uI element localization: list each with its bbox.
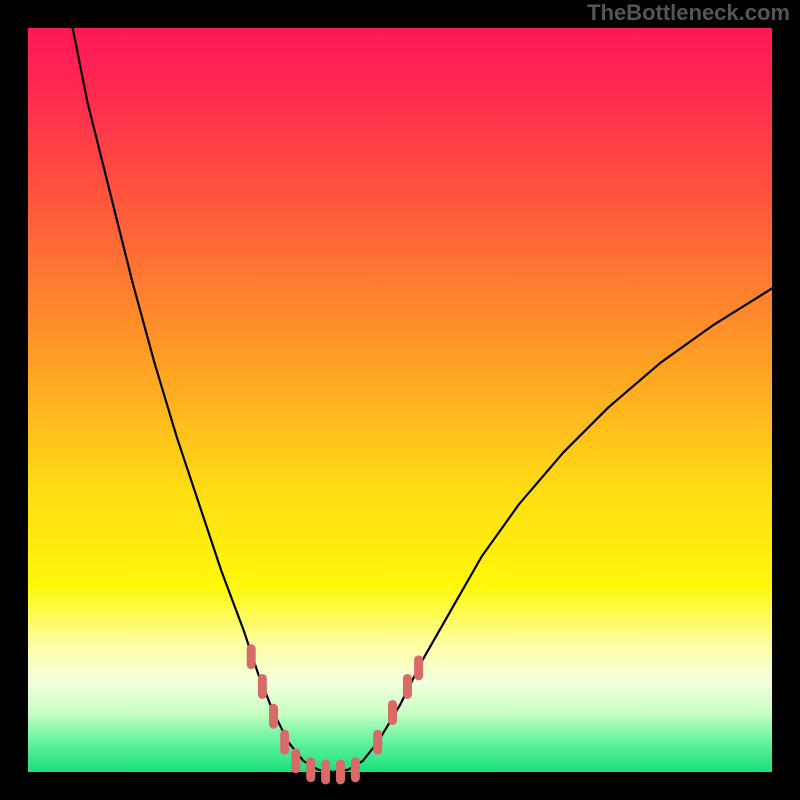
- gradient-background: [28, 28, 772, 772]
- marker-left-4: [292, 749, 300, 773]
- marker-left-1: [258, 674, 266, 698]
- watermark-text: TheBottleneck.com: [587, 0, 790, 26]
- marker-left-8: [351, 758, 359, 782]
- marker-right-2: [403, 674, 411, 698]
- marker-right-1: [389, 700, 397, 724]
- marker-right-3: [415, 656, 423, 680]
- marker-left-2: [270, 704, 278, 728]
- marker-left-0: [247, 645, 255, 669]
- chart-svg: [0, 0, 800, 800]
- marker-left-3: [281, 730, 289, 754]
- marker-left-6: [322, 760, 330, 784]
- marker-left-7: [336, 760, 344, 784]
- marker-left-5: [307, 758, 315, 782]
- marker-right-0: [374, 730, 382, 754]
- chart-root: TheBottleneck.com: [0, 0, 800, 800]
